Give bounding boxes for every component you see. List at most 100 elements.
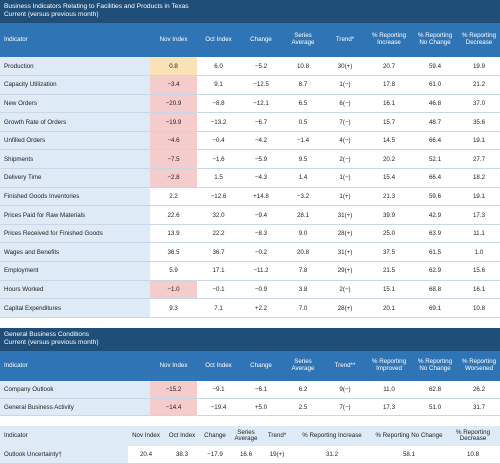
table-cell: +5.0 — [240, 398, 282, 417]
header-oct-index: Oct Index — [197, 350, 240, 381]
table-cell: −0.1 — [197, 280, 240, 300]
table-row: General Business Activity −14.4 −19.4 +5.0 2… — [0, 398, 500, 417]
nov-index-cell: −20.9 — [150, 94, 197, 114]
table-cell: 37.5 — [366, 242, 412, 263]
table-cell: 7.8 — [282, 261, 324, 281]
table-cell: 20.7 — [366, 57, 412, 77]
table-cell: −4.3 — [240, 168, 282, 188]
header-indicator: Indicator — [0, 350, 150, 381]
table-cell: 11.1 — [458, 224, 500, 244]
table-cell: −13.2 — [197, 112, 240, 132]
nov-index-cell: −3.4 — [150, 75, 197, 95]
table-cell: 2(−) — [324, 280, 366, 300]
header-series-average: Series Average — [230, 426, 262, 447]
table-cell: 1.5 — [197, 168, 240, 188]
table-cell: 59.6 — [412, 187, 458, 207]
table-row: Finished Goods Inventories 2.2 −12.6 +14.8−… — [0, 187, 500, 207]
table-cell: 17.3 — [458, 205, 500, 225]
table-cell: −5.9 — [240, 149, 282, 170]
table-cell: 10.8 — [446, 446, 500, 464]
table-cell: 31.7 — [458, 398, 500, 417]
table-row: Company Outlook −15.2 −9.1 −6.1 6.2 9(−) 11.0 6… — [0, 380, 500, 399]
table-cell: 39.9 — [366, 205, 412, 225]
header-change: Change — [240, 23, 282, 57]
table-cell: 19.9 — [458, 57, 500, 77]
table-cell: 62.9 — [412, 261, 458, 281]
table-cell: 7.1 — [197, 298, 240, 318]
table-cell: 30(+) — [324, 57, 366, 77]
table-cell: −9.4 — [240, 205, 282, 225]
table-cell: 22.2 — [197, 224, 240, 244]
table-cell: 18.2 — [458, 168, 500, 188]
table-cell: −9.1 — [197, 380, 240, 399]
table-cell: 28.1 — [282, 205, 324, 225]
table-cell: −3.2 — [282, 187, 324, 207]
table-cell: 28(+) — [324, 224, 366, 244]
table-cell: 27.7 — [458, 149, 500, 170]
indicator-name: Company Outlook — [0, 380, 150, 399]
table-cell: +14.8 — [240, 187, 282, 207]
header-pct-decrease: % Reporting Decrease — [446, 426, 500, 447]
table-cell: 21.2 — [458, 75, 500, 95]
table-cell: 7.0 — [282, 298, 324, 318]
table-cell: 14.5 — [366, 131, 412, 151]
table-cell: 6.0 — [197, 57, 240, 77]
nov-index-cell: 0.8 — [150, 57, 197, 77]
nov-index-cell: −1.0 — [150, 280, 197, 300]
table-cell: 35.6 — [458, 112, 500, 132]
header-trend: Trend* — [262, 426, 292, 447]
table-cell: 19(+) — [262, 446, 292, 464]
table-cell: 68.8 — [412, 280, 458, 300]
table-cell: 26.2 — [458, 380, 500, 399]
table-cell: 10.8 — [458, 298, 500, 318]
table-cell: 15.7 — [366, 112, 412, 132]
table-cell: 1(−) — [324, 75, 366, 95]
indicator-name: Unfilled Orders — [0, 131, 150, 151]
section2-subtitle: Current (versus previous month) — [4, 338, 99, 346]
table-cell: 17.3 — [366, 398, 412, 417]
header-change: Change — [240, 350, 282, 381]
indicator-name: Hours Worked — [0, 280, 150, 300]
nov-index-cell: −14.4 — [150, 398, 197, 417]
nov-index-cell: 13.9 — [150, 224, 197, 244]
table-cell: 62.8 — [412, 380, 458, 399]
table-cell: −5.2 — [240, 57, 282, 77]
table-cell: 9.0 — [282, 224, 324, 244]
table-cell: 66.4 — [412, 131, 458, 151]
table-cell: −19.4 — [197, 398, 240, 417]
table-cell: 58.1 — [372, 446, 446, 464]
table-cell: 21.3 — [366, 187, 412, 207]
table-cell: −6.1 — [240, 380, 282, 399]
table-cell: 2(−) — [324, 149, 366, 170]
table-cell: −17.9 — [200, 446, 230, 464]
table-cell: 15.6 — [458, 261, 500, 281]
indicator-name: General Business Activity — [0, 398, 150, 417]
table-cell: 52.1 — [412, 149, 458, 170]
header-pct-increase: % Reporting Increase — [292, 426, 372, 447]
header-oct-index: Oct Index — [197, 23, 240, 57]
table-cell: 29(+) — [324, 261, 366, 281]
table-cell: 61.0 — [412, 75, 458, 95]
facilities-products-table: Indicator Nov Index Oct Index Change Ser… — [0, 23, 500, 318]
table-header-row: Indicator Nov Index Oct Index Change Ser… — [0, 350, 500, 381]
indicator-name: Prices Paid for Raw Materials — [0, 205, 150, 225]
table-row: Production 0.8 6.0 −5.2 10.8 30(+) 20.7 59.4 19.… — [0, 57, 500, 77]
nov-index-cell: −2.8 — [150, 168, 197, 188]
nov-index-cell: 20.4 — [128, 446, 164, 464]
table-cell: 28(+) — [324, 298, 366, 318]
table-header-row: Indicator Nov Index Oct Index Change Ser… — [0, 426, 500, 447]
table-cell: 15.4 — [366, 168, 412, 188]
table-row: Hours Worked −1.0 −0.1 −0.9 3.8 2(−) 15.1 68.8 1… — [0, 280, 500, 300]
table-cell: −8.8 — [197, 94, 240, 114]
table-cell: 20.2 — [366, 149, 412, 170]
table-cell: −1.6 — [197, 149, 240, 170]
header-pct-worsened: % Reporting Worsened — [458, 350, 500, 381]
indicator-name: Capital Expenditures — [0, 298, 150, 318]
header-pct-no-change: % Reporting No Change — [412, 350, 458, 381]
table-cell: +2.2 — [240, 298, 282, 318]
table-cell: 8.7 — [282, 75, 324, 95]
table-cell: 6.2 — [282, 380, 324, 399]
table-row: Wages and Benefits 36.5 36.7 −0.2 20.8 31(+) 3… — [0, 242, 500, 263]
header-indicator: Indicator — [0, 23, 150, 57]
table-cell: 20.1 — [366, 298, 412, 318]
